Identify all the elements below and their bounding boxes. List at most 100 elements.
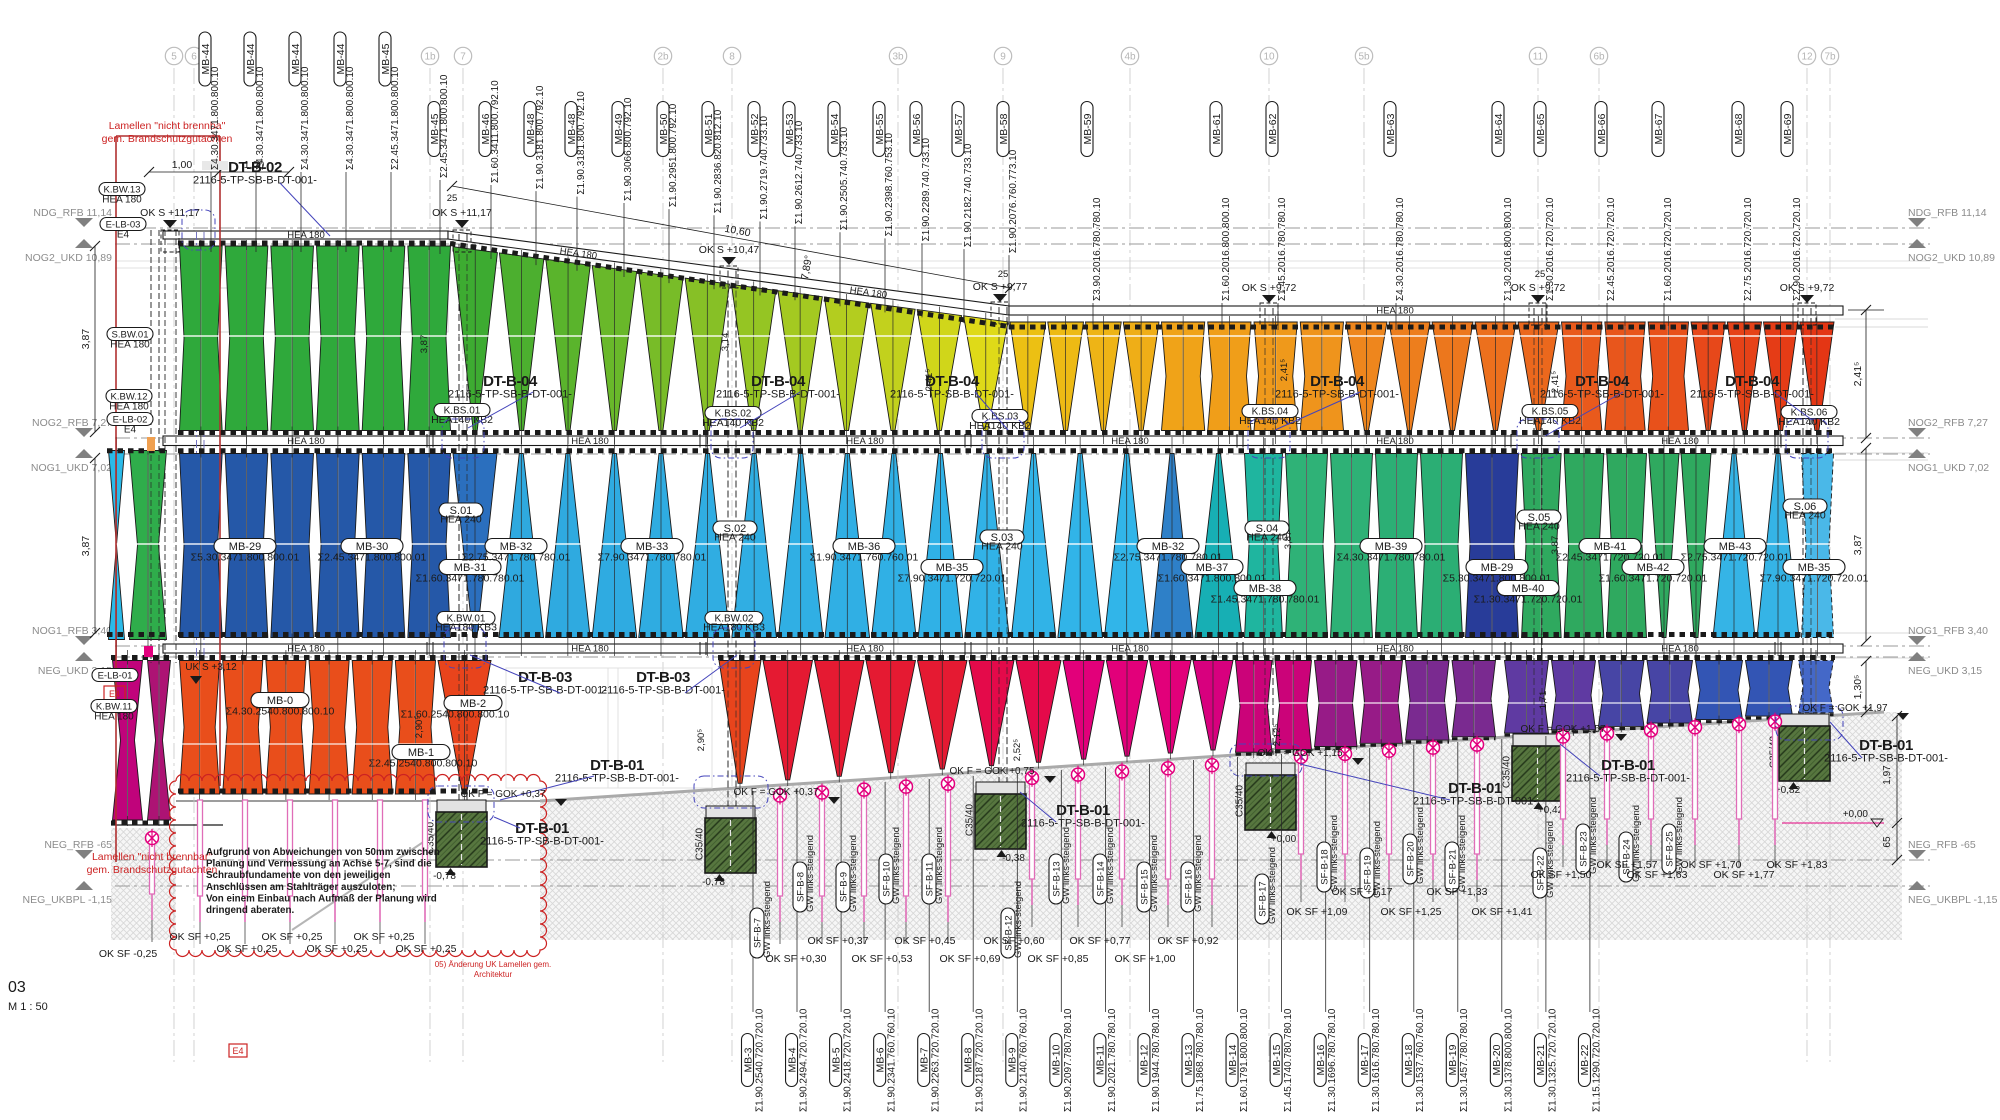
svg-text:Σ5.30.3471.800.800.01: Σ5.30.3471.800.800.01 — [191, 552, 300, 564]
svg-text:DT-B-04: DT-B-04 — [1575, 373, 1630, 390]
svg-text:MB-64: MB-64 — [1493, 113, 1505, 144]
svg-text:OK SF +1,57: OK SF +1,57 — [1597, 859, 1658, 871]
svg-text:OK F = GOK +1,15: OK F = GOK +1,15 — [1257, 748, 1342, 759]
svg-text:Σ2.90.2016.720.720.10: Σ2.90.2016.720.720.10 — [1792, 197, 1803, 301]
svg-text:Σ1.90.2505.740.733.10: Σ1.90.2505.740.733.10 — [839, 126, 850, 230]
svg-text:SF-B-14: SF-B-14 — [1095, 861, 1106, 896]
svg-text:OK SF +1,77: OK SF +1,77 — [1714, 869, 1775, 881]
svg-text:GW links-steigend: GW links-steigend — [891, 827, 902, 904]
svg-text:Σ1.60.2540.800.800.10: Σ1.60.2540.800.800.10 — [401, 709, 510, 721]
svg-text:2,41⁵: 2,41⁵ — [1279, 359, 1290, 381]
svg-text:2116-5-TP-SB-B-DT-001-: 2116-5-TP-SB-B-DT-001- — [480, 836, 604, 848]
svg-text:NEG_UKBPL -1,15: NEG_UKBPL -1,15 — [23, 894, 113, 906]
svg-text:SF-B-10: SF-B-10 — [881, 861, 892, 896]
svg-text:C35/40: C35/40 — [1502, 755, 1513, 788]
svg-text:Σ1.30.1378.800.800.10: Σ1.30.1378.800.800.10 — [1503, 1008, 1514, 1112]
svg-text:GW links-steigend: GW links-steigend — [1013, 881, 1024, 958]
svg-text:65: 65 — [1882, 836, 1893, 848]
svg-text:HEA 180: HEA 180 — [109, 402, 149, 413]
svg-text:MB-56: MB-56 — [911, 113, 923, 144]
svg-text:HEA 180: HEA 180 — [559, 246, 598, 262]
svg-text:Σ2.45.3471.800.800.10: Σ2.45.3471.800.800.10 — [390, 66, 401, 170]
svg-text:MB-32: MB-32 — [1152, 541, 1184, 553]
svg-text:Σ1.60.2016.720.720.10: Σ1.60.2016.720.720.10 — [1663, 197, 1674, 301]
svg-text:Σ7.90.3471.780.780.01: Σ7.90.3471.780.780.01 — [598, 552, 707, 564]
svg-text:OK SF +1,41: OK SF +1,41 — [1472, 906, 1533, 918]
svg-text:GW links-steigend: GW links-steigend — [1457, 815, 1468, 892]
svg-text:MB-52: MB-52 — [749, 113, 761, 144]
svg-text:OK SF +0,45: OK SF +0,45 — [895, 935, 956, 947]
svg-text:MB-30: MB-30 — [356, 541, 388, 553]
svg-text:7b: 7b — [1824, 52, 1836, 63]
svg-text:OK SF +0,25: OK SF +0,25 — [217, 943, 278, 955]
svg-text:MB-20: MB-20 — [1491, 1044, 1503, 1075]
svg-text:+0,00: +0,00 — [1271, 834, 1297, 845]
svg-text:MB-14: MB-14 — [1227, 1044, 1239, 1075]
svg-text:HEA140 KB2: HEA140 KB2 — [431, 414, 493, 426]
svg-text:03: 03 — [8, 979, 26, 996]
svg-text:MB-29: MB-29 — [229, 541, 261, 553]
svg-text:OK S +11,17: OK S +11,17 — [140, 207, 200, 219]
svg-text:MB-16: MB-16 — [1315, 1044, 1327, 1075]
svg-text:OK SF +1,25: OK SF +1,25 — [1381, 906, 1442, 918]
svg-text:GW links-steigend: GW links-steigend — [1193, 835, 1204, 912]
svg-text:GW links-steigend: GW links-steigend — [1149, 835, 1160, 912]
svg-text:Σ4.30.3471.800.800.10: Σ4.30.3471.800.800.10 — [300, 66, 311, 170]
svg-text:Σ1.60.3471.780.780.01: Σ1.60.3471.780.780.01 — [416, 573, 525, 585]
svg-text:OK SF +1,50: OK SF +1,50 — [1531, 869, 1592, 881]
svg-text:DT-B-01: DT-B-01 — [1859, 737, 1913, 754]
svg-text:NOG1_RFB 3,40: NOG1_RFB 3,40 — [32, 625, 112, 637]
svg-text:HEA 240: HEA 240 — [1518, 521, 1560, 533]
svg-text:HEA 240: HEA 240 — [440, 514, 482, 526]
svg-text:GW links-steigend: GW links-steigend — [1631, 805, 1642, 882]
svg-text:Σ1.15.1290.720.720.10: Σ1.15.1290.720.720.10 — [1591, 1008, 1602, 1112]
svg-text:2116-5-TP-SB-B-DT-001-: 2116-5-TP-SB-B-DT-001- — [1540, 389, 1664, 401]
svg-text:MB-21: MB-21 — [1535, 1044, 1547, 1075]
svg-text:HEA140 KB2: HEA140 KB2 — [969, 420, 1031, 432]
svg-text:GW links-steigend: GW links-steigend — [1061, 827, 1072, 904]
svg-text:HEA 180: HEA 180 — [287, 644, 325, 655]
svg-text:Σ1.90.2418.720.720.10: Σ1.90.2418.720.720.10 — [843, 1008, 854, 1112]
svg-text:9: 9 — [1000, 52, 1006, 63]
svg-text:Σ2.75.2016.720.720.10: Σ2.75.2016.720.720.10 — [1743, 197, 1754, 301]
svg-text:MB-68: MB-68 — [1733, 113, 1745, 144]
svg-text:K.BW.02: K.BW.02 — [715, 614, 754, 625]
svg-text:MB-32: MB-32 — [500, 541, 532, 553]
svg-text:Σ1.30.1457.780.780.10: Σ1.30.1457.780.780.10 — [1459, 1008, 1470, 1112]
svg-text:MB-44: MB-44 — [335, 43, 347, 74]
svg-text:Aufgrund von Abweichungen von: Aufgrund von Abweichungen von 50mm zwisc… — [206, 847, 440, 858]
svg-text:Σ1.90.2289.740.733.10: Σ1.90.2289.740.733.10 — [921, 137, 932, 241]
svg-text:Σ1.30.1616.780.780.10: Σ1.30.1616.780.780.10 — [1371, 1008, 1382, 1112]
svg-text:MB-1: MB-1 — [408, 747, 434, 759]
svg-text:MB-12: MB-12 — [1139, 1044, 1151, 1075]
svg-text:OK SF +0,77: OK SF +0,77 — [1070, 935, 1131, 947]
svg-text:Σ1.90.1944.780.780.10: Σ1.90.1944.780.780.10 — [1151, 1008, 1162, 1112]
svg-text:OK SF +0,25: OK SF +0,25 — [262, 931, 323, 943]
svg-text:S.01: S.01 — [450, 505, 473, 517]
svg-text:Σ3.90.2016.780.780.10: Σ3.90.2016.780.780.10 — [1092, 197, 1103, 301]
svg-text:OK SF +1,00: OK SF +1,00 — [1115, 953, 1176, 965]
svg-text:MB-35: MB-35 — [936, 562, 968, 574]
svg-text:HEA 180: HEA 180 — [287, 436, 325, 447]
svg-text:HEA 240: HEA 240 — [1784, 510, 1826, 522]
svg-text:OK SF +1,09: OK SF +1,09 — [1287, 906, 1348, 918]
svg-text:5b: 5b — [1358, 52, 1370, 63]
svg-text:HEA 180: HEA 180 — [846, 644, 884, 655]
svg-text:MB-19: MB-19 — [1447, 1044, 1459, 1075]
svg-text:MB-57: MB-57 — [953, 113, 965, 144]
svg-text:Von einem Einbau nach Aufmaß d: Von einem Einbau nach Aufmaß der Planung… — [206, 893, 437, 904]
svg-text:E4: E4 — [124, 425, 137, 436]
svg-text:S.02: S.02 — [724, 523, 747, 535]
svg-text:MB-7: MB-7 — [918, 1047, 930, 1072]
svg-text:25: 25 — [1535, 269, 1546, 280]
svg-text:6: 6 — [191, 52, 197, 63]
svg-text:Σ4.30.3471.800.800.10: Σ4.30.3471.800.800.10 — [255, 66, 266, 170]
svg-text:MB-35: MB-35 — [1798, 562, 1830, 574]
svg-text:Σ7.90.3471.720.720.01: Σ7.90.3471.720.720.01 — [898, 573, 1007, 585]
svg-text:Σ1.90.2341.760.760.10: Σ1.90.2341.760.760.10 — [887, 1008, 898, 1112]
svg-text:MB-67: MB-67 — [1653, 113, 1665, 144]
svg-text:3,87: 3,87 — [80, 536, 92, 557]
svg-text:M 1 : 50: M 1 : 50 — [8, 1001, 48, 1013]
svg-text:7: 7 — [460, 52, 466, 63]
svg-text:-0,38: -0,38 — [1002, 853, 1025, 864]
